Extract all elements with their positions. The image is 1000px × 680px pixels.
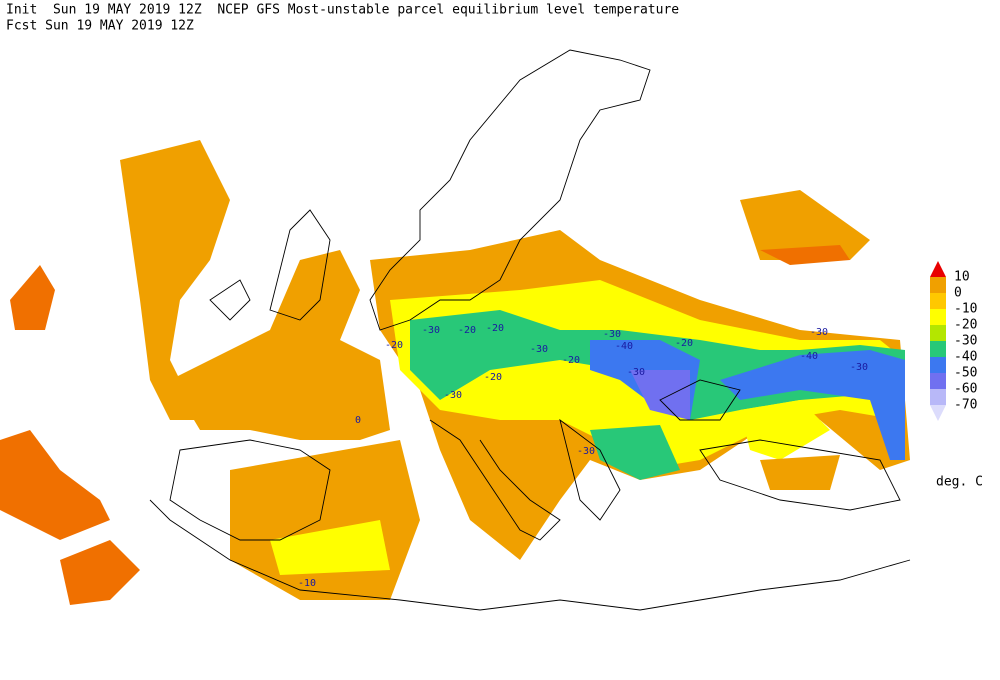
legend-label: 0 [954,286,962,301]
legend-label: 10 [954,270,970,285]
legend-label: -20 [954,318,977,333]
contour-label: -20 [675,338,693,349]
contour-labels: -30 -20 -20 -30 -20 -30 -40 -20 -30 -40 … [298,323,868,589]
contour-label: -30 [422,325,440,336]
legend-box [930,341,946,357]
legend-box [930,373,946,389]
legend-box [930,277,946,293]
shading [0,140,910,605]
legend-box [930,357,946,373]
contour-label: -20 [385,340,403,351]
legend-unit: deg. C [936,475,983,490]
contour-label: -30 [603,329,621,340]
contour-label: 0 [355,415,361,426]
contour-label: -30 [850,362,868,373]
contour-label: -30 [627,367,645,378]
legend-triangle [930,405,946,421]
contour-label: -30 [530,344,548,355]
coastlines [149,49,911,611]
contour-label: -40 [800,351,818,362]
map: -30 -20 -20 -30 -20 -30 -40 -20 -30 -40 … [0,49,911,611]
legend-box [930,293,946,309]
legend-triangle [930,261,946,277]
legend-label: -70 [954,398,977,413]
contour-label: -20 [458,325,476,336]
legend-box [930,309,946,325]
contour-label: -40 [615,341,633,352]
contour-label: -30 [444,390,462,401]
header-fcst: Fcst Sun 19 MAY 2019 12Z [6,19,194,34]
contour-label: -20 [562,355,580,366]
legend-label: -10 [954,302,977,317]
contour-label: -20 [486,323,504,334]
contour-label: -30 [810,327,828,338]
legend-label: -30 [954,334,977,349]
contour-label: -30 [577,446,595,457]
contour-label: -10 [298,578,316,589]
contour-label: -20 [484,372,502,383]
legend-label: -50 [954,366,977,381]
legend-box [930,389,946,405]
legend-box [930,325,946,341]
header-init: Init Sun 19 MAY 2019 12Z NCEP GFS Most-u… [6,3,679,18]
legend-label: -60 [954,382,977,397]
legend-label: -40 [954,350,977,365]
color-legend: 100-10-20-30-40-50-60-70 [930,261,977,421]
